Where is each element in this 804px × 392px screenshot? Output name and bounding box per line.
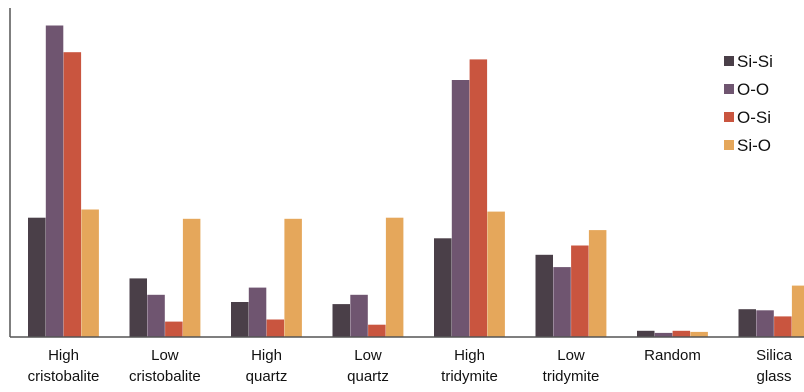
legend-label-si-o: Si-O [737,136,771,155]
legend-swatch-o-o [724,84,734,94]
x-tick-label-line: Low [354,347,382,364]
bar-si-si-high-tridymite [434,238,452,337]
x-tick-label-line: glass [756,368,791,385]
x-tick-labels: High cristobalite Low cristobalite High quart… [28,347,793,385]
x-tick-label-line: cristobalite [129,368,201,385]
bar-si-si-low-tridymite [535,254,553,338]
x-tick-label-line: Low [151,347,179,364]
legend-swatch-si-si [724,56,734,66]
x-tick-label: High tridymite [441,347,498,385]
x-tick-label: High cristobalite [28,347,100,385]
bar-o-o-random [654,332,673,337]
bar-si-o-high-tridymite [487,211,505,337]
bar-si-si-random [637,330,655,337]
bar-o-si-low-cristobalite [165,321,183,337]
x-tick-label-line: quartz [246,368,288,385]
bar-o-o-high-cristobalite [45,25,64,337]
bar-o-si-high-cristobalite [63,52,82,337]
bar-o-si-low-quartz [368,324,386,337]
legend-swatch-si-o [724,140,734,150]
x-tick-label: High quartz [246,347,288,385]
x-tick-label-line: Silica [756,347,793,364]
legend-label-si-si: Si-Si [737,52,773,71]
bar-si-o-low-tridymite [588,230,607,337]
bar-o-si-high-tridymite [469,59,488,338]
bar-si-si-high-cristobalite [28,217,46,337]
legend-label-o-si: O-Si [737,108,771,127]
bar-o-o-silica-glass [756,310,774,337]
bar-o-si-silica-glass [774,316,792,337]
x-tick-label-line: tridymite [441,368,498,385]
x-tick-label-line: Random [644,347,701,364]
x-tick-label-line: quartz [347,368,389,385]
bar-o-o-high-tridymite [451,80,470,337]
bar-o-o-low-cristobalite [147,294,165,337]
bar-si-si-low-quartz [332,304,350,337]
bar-o-o-low-quartz [350,294,368,337]
bar-si-si-high-quartz [231,302,249,337]
bar-si-o-high-quartz [284,218,302,337]
bar-si-o-random [690,331,708,337]
x-tick-label-line: High [251,347,282,364]
legend-label-o-o: O-O [737,80,769,99]
bar-si-o-high-cristobalite [81,209,99,337]
bar-o-o-low-tridymite [553,267,571,337]
bar-si-si-silica-glass [738,309,756,337]
bar-si-si-low-cristobalite [129,278,147,337]
x-tick-label: Low tridymite [543,347,600,385]
legend: Si-Si O-O O-Si Si-O [724,52,773,155]
bar-o-si-random [672,330,691,337]
bar-o-si-high-quartz [266,319,285,337]
x-tick-label: Low quartz [347,347,389,385]
x-tick-label-line: High [454,347,485,364]
x-tick-label: Silica glass [756,347,793,385]
x-tick-label: Low cristobalite [129,347,201,385]
bar-si-o-low-quartz [385,217,404,337]
legend-swatch-o-si [724,112,734,122]
x-tick-label: Random [644,347,701,364]
bar-si-o-low-cristobalite [182,218,201,337]
bar-si-o-silica-glass [791,285,804,337]
bar-o-si-low-tridymite [571,245,589,337]
bar-o-o-high-quartz [248,287,267,337]
x-tick-label-line: High [48,347,79,364]
x-tick-label-line: tridymite [543,368,600,385]
x-tick-label-line: Low [557,347,585,364]
x-tick-label-line: cristobalite [28,368,100,385]
bars-layer [28,25,804,338]
